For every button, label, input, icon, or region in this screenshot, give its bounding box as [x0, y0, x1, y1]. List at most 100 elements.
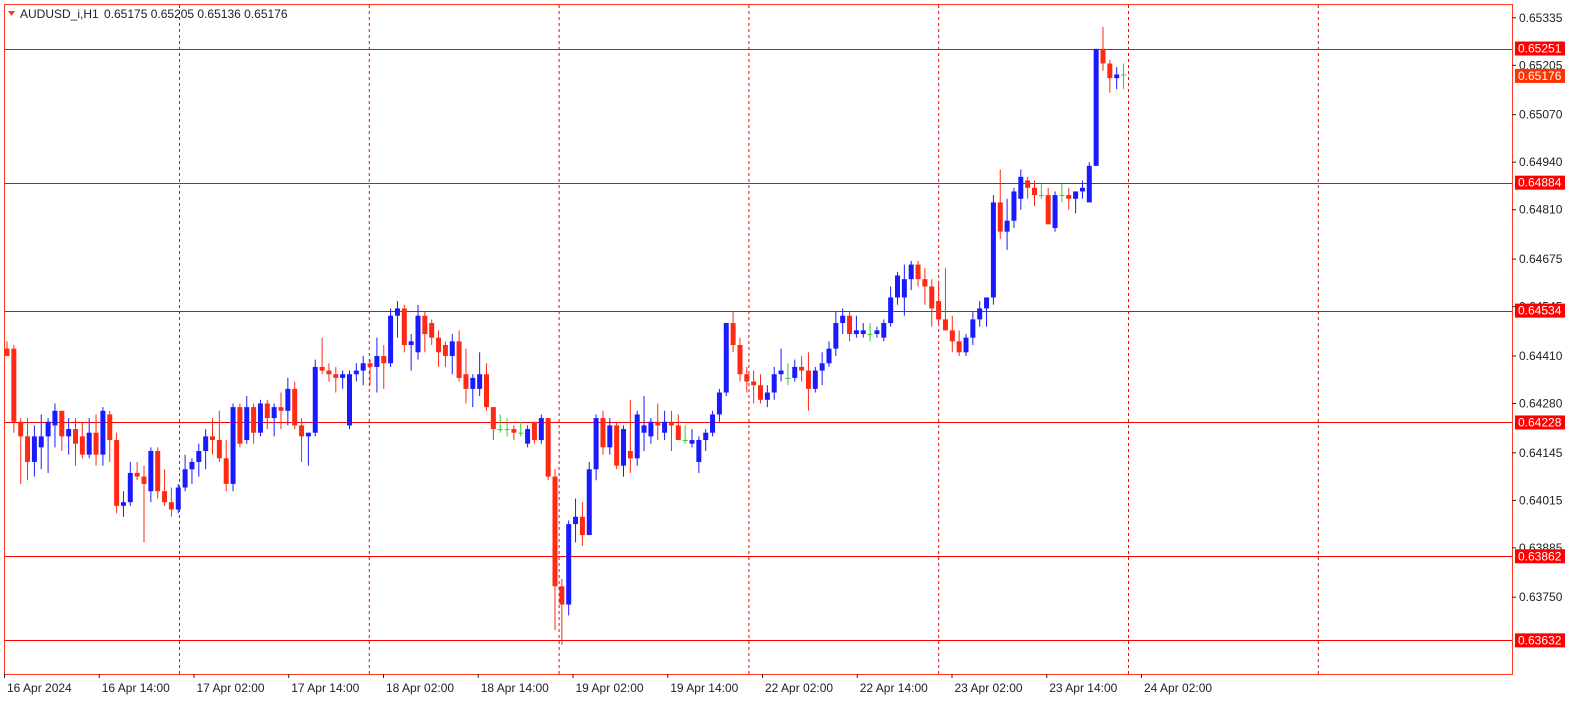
candle: [1079, 180, 1085, 199]
candle-body: [881, 323, 887, 338]
level-price-tag[interactable]: 0.64534: [1515, 303, 1565, 318]
candle-body: [264, 403, 270, 419]
candle-body: [292, 388, 298, 426]
candle: [703, 429, 709, 451]
candle-body: [11, 348, 17, 422]
candle: [182, 454, 188, 492]
candle: [333, 366, 339, 393]
candle: [627, 399, 633, 473]
candle: [716, 388, 722, 422]
candle: [607, 418, 613, 455]
candle-body: [1059, 195, 1065, 197]
dropdown-triangle-icon[interactable]: [8, 11, 15, 16]
candle-body: [1079, 187, 1085, 192]
price-tick-label: 0.64280: [1519, 396, 1563, 410]
candle-body: [312, 366, 318, 433]
candle: [401, 304, 407, 353]
candle: [497, 414, 503, 433]
candle: [942, 268, 948, 331]
level-price-tag[interactable]: 0.63632: [1515, 633, 1565, 648]
candle-body: [901, 279, 907, 298]
candle-body: [1066, 195, 1072, 199]
symbol-label: AUDUSD_i,H1: [20, 7, 99, 21]
candle: [922, 268, 928, 305]
candle-body: [1093, 48, 1099, 166]
candle-body: [271, 407, 277, 419]
candle-body: [141, 476, 147, 484]
candle-body: [668, 421, 674, 426]
candle: [422, 312, 428, 353]
candle: [360, 355, 366, 386]
level-price-tag-box: [1515, 175, 1565, 190]
candle-body: [408, 341, 414, 345]
candle: [936, 282, 942, 324]
candle: [120, 491, 126, 517]
price-tick-label: 0.65205: [1519, 58, 1563, 72]
candle: [847, 312, 853, 342]
candle-body: [333, 374, 339, 378]
candle: [696, 436, 702, 473]
time-axis[interactable]: 16 Apr 2024 16 Apr 14:00 17 Apr 02:00 17 Ap…: [4, 674, 1213, 695]
candle: [162, 469, 168, 506]
candle: [984, 297, 990, 327]
time-tick-label: 17 Apr 14:00: [291, 681, 359, 695]
candle-body: [25, 436, 31, 462]
candle: [956, 330, 962, 356]
time-tick-label: 23 Apr 02:00: [955, 681, 1023, 695]
candle-body: [244, 407, 250, 441]
candle: [353, 363, 359, 382]
candle-body: [799, 366, 805, 371]
candle: [463, 348, 469, 404]
candle: [155, 447, 161, 499]
candle: [381, 344, 387, 389]
candle: [1107, 59, 1113, 93]
candle-body: [285, 388, 291, 411]
level-price-tag[interactable]: 0.64884: [1515, 175, 1565, 190]
candle: [1114, 67, 1120, 90]
candle: [751, 370, 757, 404]
candle: [45, 418, 51, 473]
candle-body: [621, 429, 626, 466]
candle-body: [305, 432, 311, 437]
candle: [305, 432, 311, 466]
candle: [456, 330, 462, 382]
candle: [196, 443, 202, 477]
level-price-tag[interactable]: 0.64228: [1515, 415, 1565, 430]
candle: [66, 418, 72, 455]
candle: [853, 315, 859, 338]
candle-body: [730, 323, 736, 345]
candle-body: [388, 315, 394, 364]
candle: [531, 421, 537, 444]
candle-body: [210, 436, 215, 441]
candle-body: [970, 319, 976, 338]
candle-body: [1086, 165, 1092, 203]
candle: [901, 264, 907, 316]
price-tick-label: 0.64675: [1519, 252, 1563, 266]
candle: [538, 414, 544, 444]
candle-body: [641, 425, 647, 433]
current-price-tag[interactable]: 0.65176: [1515, 68, 1565, 83]
candle: [374, 337, 380, 393]
level-price-tag[interactable]: 0.65251: [1515, 41, 1565, 56]
candle: [963, 334, 969, 356]
candle: [668, 410, 674, 451]
candle: [1032, 180, 1037, 207]
candle: [388, 308, 394, 367]
time-tick-label: 18 Apr 14:00: [481, 681, 549, 695]
candle: [593, 414, 599, 481]
candle: [477, 352, 483, 397]
candle: [1059, 184, 1065, 203]
level-price-tag[interactable]: 0.63862: [1515, 549, 1565, 564]
candle-body: [538, 418, 544, 441]
candle: [805, 352, 811, 411]
candle-body: [415, 315, 421, 353]
price-axis[interactable]: 0.65335 0.65205 0.65070 0.64940 0.64810 0.646…: [1512, 11, 1565, 648]
time-tick-label: 18 Apr 02:00: [386, 681, 454, 695]
candle: [744, 366, 750, 393]
candle-body: [429, 323, 435, 338]
time-tick-label: 22 Apr 02:00: [765, 681, 833, 695]
ohlc-readout: 0.65175 0.65205 0.65136 0.65176: [104, 7, 288, 21]
candle-body: [949, 330, 955, 342]
